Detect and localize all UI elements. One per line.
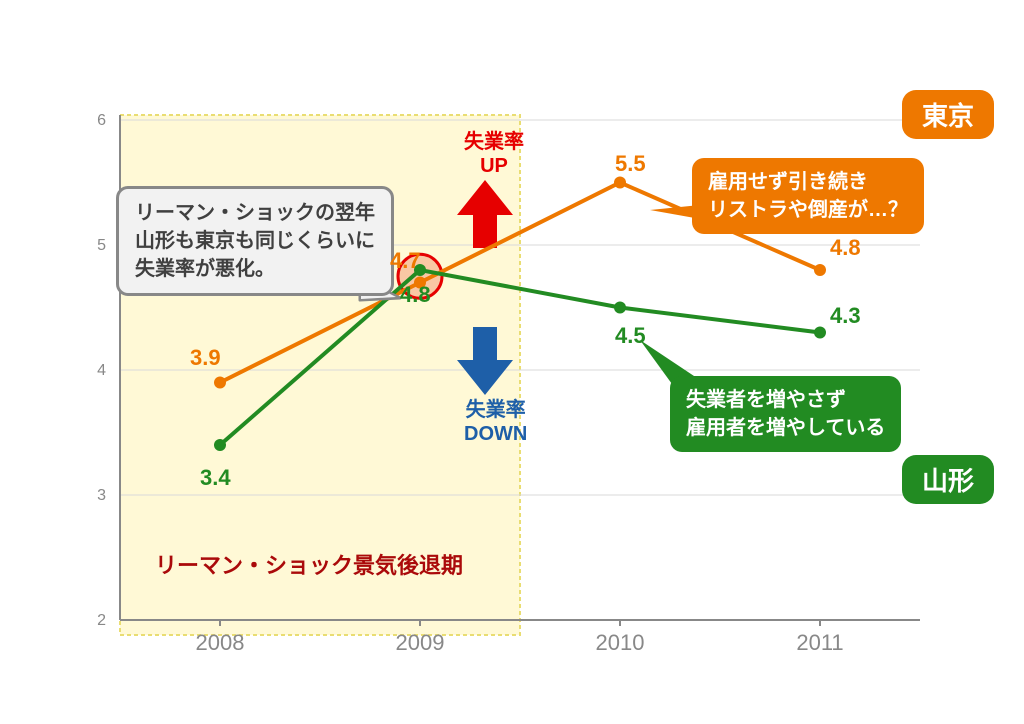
svg-text:6: 6: [97, 112, 106, 129]
chart-svg: 2 3 4 5 6 2008 2009 2010 2011: [0, 0, 1024, 724]
chart-container: 2 3 4 5 6 2008 2009 2010 2011 東京 山形 失業率 UP 失業率 D…: [0, 0, 1024, 724]
data-label-yamagata-2: 4.5: [615, 323, 646, 349]
data-label-tokyo-3: 4.8: [830, 235, 861, 261]
arrow-up-label: 失業率 UP: [464, 130, 524, 178]
callout-orange-l2: リストラや倒産が…？: [708, 199, 908, 221]
callout-grey: リーマン・ショックの翌年 山形も東京も同じくらいに 失業率が悪化。: [116, 186, 394, 296]
svg-text:5: 5: [97, 237, 106, 254]
data-label-tokyo-1: 4.7: [390, 248, 421, 274]
callout-grey-l1: リーマン・ショックの翌年: [135, 202, 375, 224]
callout-grey-l3: 失業率が悪化。: [135, 258, 275, 280]
arrow-down-line1: 失業率: [466, 399, 526, 421]
arrow-down-line2: DOWN: [464, 423, 527, 445]
svg-text:4: 4: [97, 362, 106, 379]
svg-text:2008: 2008: [196, 630, 245, 655]
callout-orange: 雇用せず引き続き リストラや倒産が…？: [692, 158, 924, 234]
callout-orange-l1: 雇用せず引き続き: [708, 171, 868, 193]
series-badge-yamagata: 山形: [902, 455, 994, 504]
series-badge-tokyo: 東京: [902, 90, 994, 139]
svg-text:2011: 2011: [796, 630, 843, 655]
data-label-yamagata-1: 4.8: [400, 282, 431, 308]
data-label-yamagata-3: 4.3: [830, 303, 861, 329]
svg-text:2: 2: [97, 612, 106, 629]
svg-text:2009: 2009: [396, 630, 445, 655]
callout-green-l1: 失業者を増やさず: [686, 389, 846, 411]
svg-text:3: 3: [97, 487, 106, 504]
arrow-up-line2: UP: [480, 155, 508, 177]
svg-text:2010: 2010: [596, 630, 645, 655]
arrow-up-line1: 失業率: [464, 131, 524, 153]
recession-band-label: リーマン・ショック景気後退期: [155, 548, 463, 580]
arrow-down-label: 失業率 DOWN: [464, 398, 527, 446]
callout-green: 失業者を増やさず 雇用者を増やしている: [670, 376, 901, 452]
callout-grey-l2: 山形も東京も同じくらいに: [135, 230, 375, 252]
data-label-tokyo-0: 3.9: [190, 345, 221, 371]
data-label-tokyo-2: 5.5: [615, 151, 646, 177]
data-label-yamagata-0: 3.4: [200, 465, 231, 491]
callout-green-l2: 雇用者を増やしている: [686, 417, 885, 439]
